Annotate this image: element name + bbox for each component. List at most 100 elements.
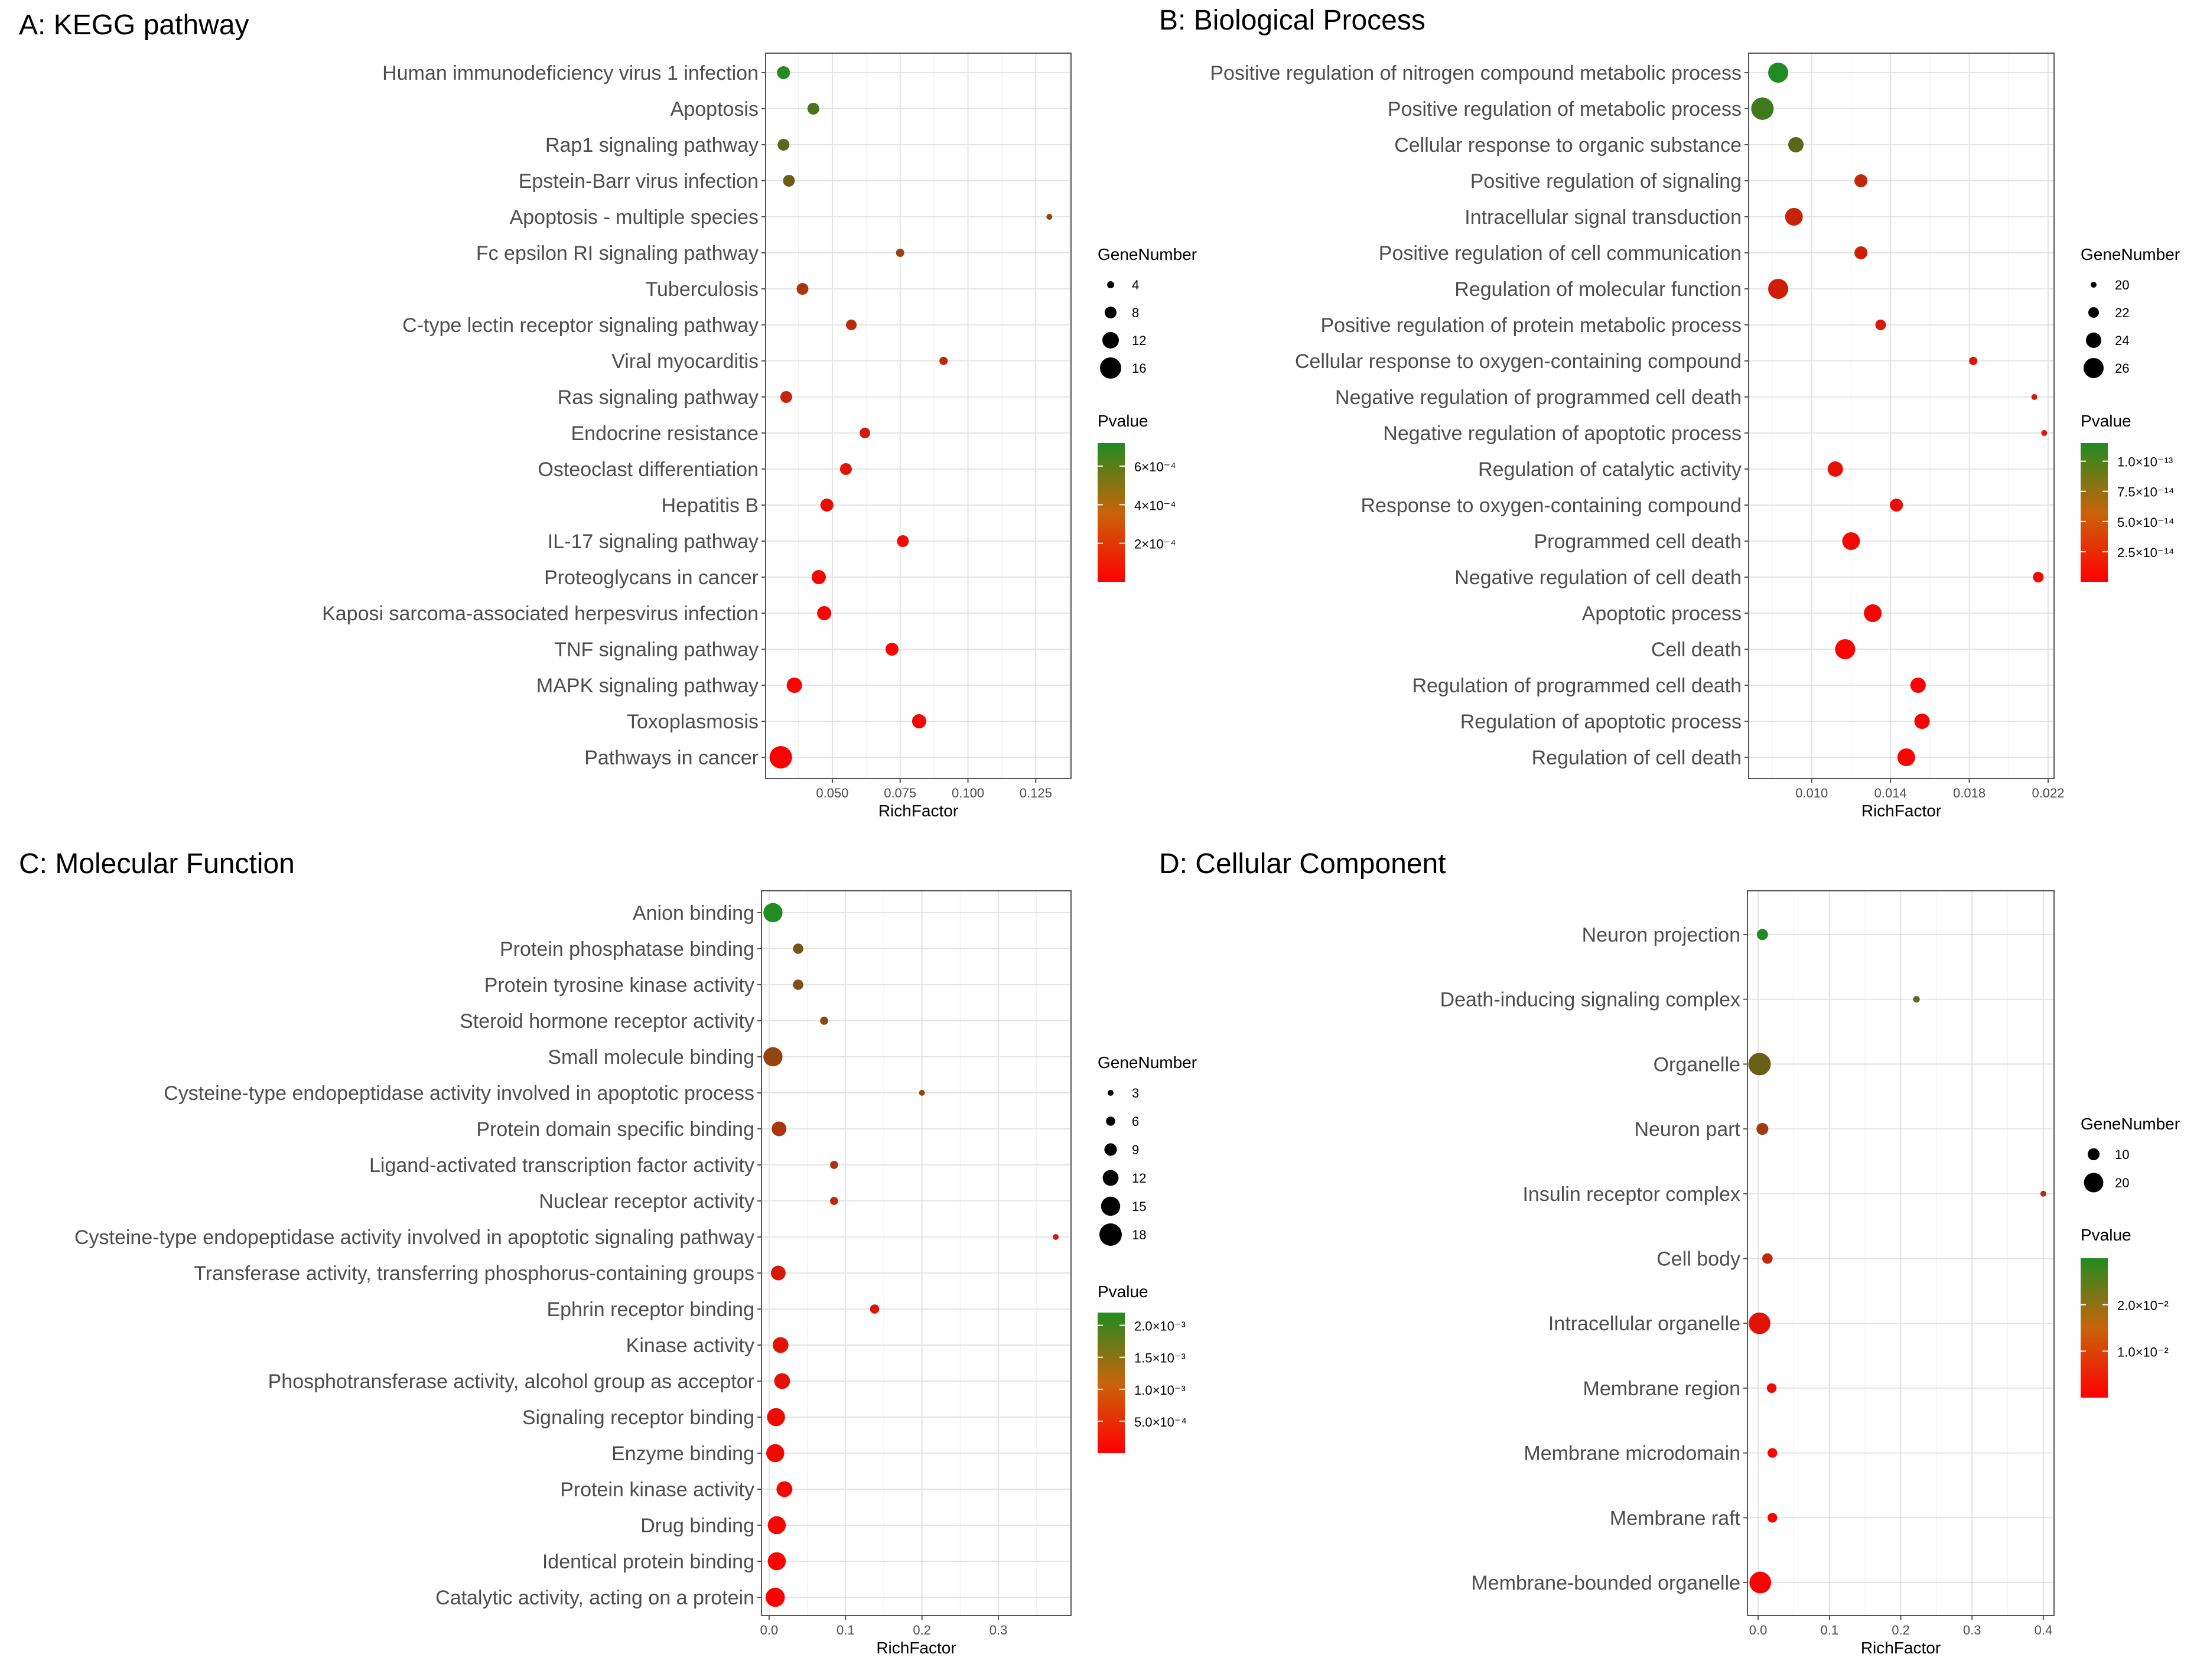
category-label: Toxoplasmosis <box>627 711 759 733</box>
category-label: Rap1 signaling pathway <box>545 134 759 157</box>
color-legend-label: 1.0×10⁻³ <box>1134 1383 1186 1398</box>
category-label: Regulation of apoptotic process <box>1460 711 1742 733</box>
data-point <box>1756 929 1768 940</box>
category-label: Positive regulation of signaling <box>1470 170 1742 193</box>
color-legend-label: 2.5×10⁻¹⁴ <box>2117 545 2174 560</box>
x-axis-title: RichFactor <box>1861 1639 1941 1657</box>
category-label: Negative regulation of programmed cell d… <box>1335 386 1742 409</box>
size-legend-key <box>1101 1196 1121 1216</box>
data-point <box>1749 1571 1772 1594</box>
size-legend-label: 9 <box>1132 1142 1139 1157</box>
size-legend-label: 16 <box>1132 361 1146 376</box>
data-point <box>2033 572 2044 582</box>
data-point <box>811 570 826 584</box>
category-label: Programmed cell death <box>1534 530 1742 553</box>
data-point <box>807 103 819 115</box>
size-legend-label: 20 <box>2115 1176 2129 1190</box>
panel-title: D: Cellular Component <box>1159 848 1446 880</box>
category-label: Negative regulation of apoptotic process <box>1383 422 1742 445</box>
category-label: Positive regulation of cell communicatio… <box>1379 242 1742 265</box>
data-point <box>846 320 857 330</box>
data-point <box>870 1304 880 1314</box>
category-label: Viral myocarditis <box>611 350 759 373</box>
size-legend-key <box>1105 307 1117 318</box>
category-label: Pathways in cancer <box>584 747 759 769</box>
x-axis-title: RichFactor <box>876 1639 956 1657</box>
x-tick-label: 0.022 <box>2032 786 2064 800</box>
data-point <box>776 1481 793 1497</box>
panel-2: B: Biological Process Positive regulation… <box>1159 5 2180 820</box>
category-label: Intracellular signal transduction <box>1464 206 1742 229</box>
category-label: Organelle <box>1654 1053 1740 1076</box>
category-label: Proteoglycans in cancer <box>544 566 759 589</box>
data-point <box>777 66 790 79</box>
data-point <box>896 249 904 257</box>
category-label: Cysteine-type endopeptidase activity inv… <box>164 1082 754 1105</box>
x-tick-label: 0.100 <box>952 786 984 800</box>
category-label: Regulation of catalytic activity <box>1478 458 1742 481</box>
size-legend-label: 10 <box>2115 1147 2129 1162</box>
panel-title: B: Biological Process <box>1159 5 1425 36</box>
x-tick-label: 0.1 <box>1821 1623 1839 1637</box>
color-legend-label: 5.0×10⁻⁴ <box>1134 1415 1187 1430</box>
data-point <box>1762 1253 1773 1264</box>
data-point <box>820 1017 828 1025</box>
x-axis-title: RichFactor <box>1861 802 1941 820</box>
category-label: Anion binding <box>633 902 754 924</box>
data-point <box>1835 639 1856 659</box>
data-point <box>885 643 899 656</box>
category-label: Membrane-bounded organelle <box>1471 1572 1740 1594</box>
data-point <box>1046 214 1053 220</box>
color-legend-label: 2.0×10⁻³ <box>1134 1319 1186 1334</box>
plot-border <box>765 53 1072 779</box>
size-legend-key <box>2084 1173 2104 1193</box>
color-legend-bar <box>2081 1258 2108 1398</box>
category-label: Drug binding <box>640 1515 754 1537</box>
size-legend-title: GeneNumber <box>2081 245 2180 263</box>
category-label: Positive regulation of metabolic process <box>1388 98 1742 121</box>
data-point <box>1897 748 1915 766</box>
size-legend-label: 22 <box>2115 305 2129 320</box>
data-point <box>783 175 795 187</box>
size-legend-key <box>2091 282 2097 288</box>
data-point <box>1768 279 1789 299</box>
size-legend-key <box>1107 281 1114 288</box>
size-legend-label: 4 <box>1132 278 1139 292</box>
category-label: Ephrin receptor binding <box>546 1298 754 1321</box>
x-tick-label: 0.2 <box>913 1623 931 1637</box>
size-legend-label: 24 <box>2115 333 2129 348</box>
data-point <box>1854 174 1868 187</box>
category-label: Neuron projection <box>1582 924 1740 946</box>
category-label: Intracellular organelle <box>1548 1313 1740 1335</box>
plot-border <box>1748 53 2055 779</box>
data-point <box>1875 320 1886 330</box>
data-point <box>939 357 948 365</box>
category-label: Death-inducing signaling complex <box>1440 989 1740 1011</box>
data-point <box>1748 1053 1771 1076</box>
category-label: Nuclear receptor activity <box>539 1190 754 1213</box>
category-label: Signaling receptor binding <box>522 1406 754 1429</box>
category-label: Hepatitis B <box>662 494 759 517</box>
data-point <box>786 678 802 693</box>
data-point <box>830 1197 838 1205</box>
panel-4: D: Cellular Component Neuron projection De… <box>1159 848 2180 1657</box>
category-label: Membrane microdomain <box>1524 1443 1740 1465</box>
category-label: Apoptosis <box>671 98 759 121</box>
data-point <box>1788 137 1804 152</box>
category-label: Osteoclast differentiation <box>538 458 759 481</box>
data-point <box>2041 430 2048 436</box>
category-label: Apoptosis - multiple species <box>510 206 759 229</box>
color-legend-title: Pvalue <box>2081 412 2131 430</box>
category-label: Ras signaling pathway <box>558 386 759 409</box>
size-legend-label: 6 <box>1132 1114 1139 1129</box>
data-point <box>1751 97 1774 120</box>
category-label: Negative regulation of cell death <box>1454 566 1742 589</box>
data-point <box>767 1552 786 1571</box>
data-point <box>772 1121 787 1137</box>
data-point <box>763 1047 783 1067</box>
color-legend-label: 1.5×10⁻³ <box>1134 1351 1186 1366</box>
data-point <box>770 1265 786 1281</box>
x-tick-label: 0.0 <box>760 1623 779 1637</box>
category-label: Protein domain specific binding <box>476 1118 754 1141</box>
